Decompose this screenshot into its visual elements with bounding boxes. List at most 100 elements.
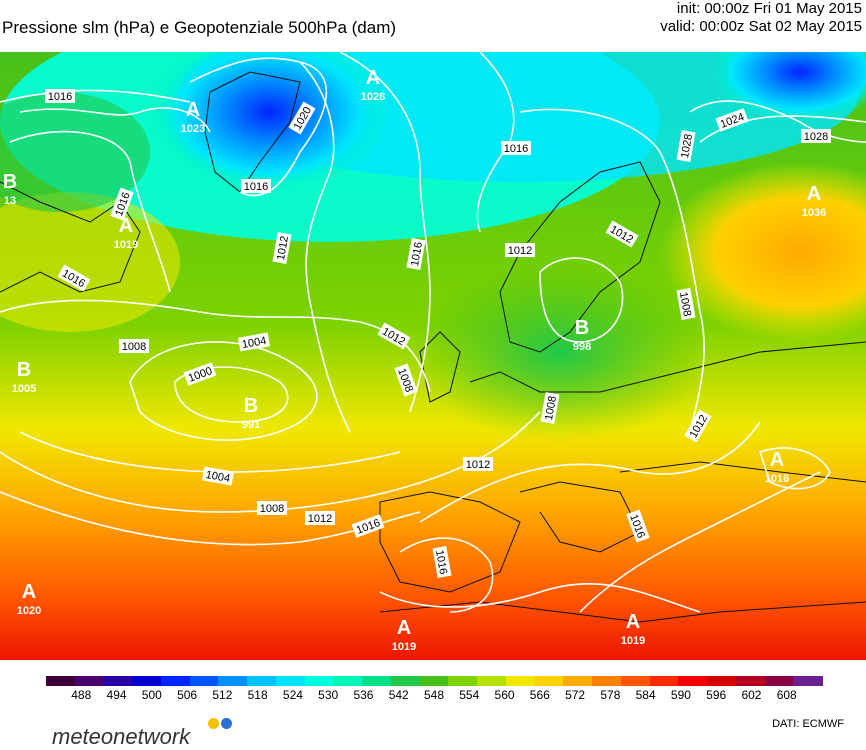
scale-tick-label: 488 (71, 688, 92, 702)
data-source: DATI: ECMWF (772, 718, 844, 730)
scale-swatch (218, 676, 249, 686)
scale-swatch (448, 676, 479, 686)
center-value: 1019 (621, 635, 645, 647)
brand-text: meteonetwork (52, 724, 191, 749)
scale-swatch (46, 676, 76, 686)
center-value: 1023 (181, 123, 205, 135)
center-letter: A (770, 449, 784, 471)
center-letter: B (575, 317, 589, 339)
yellow-dot-icon (208, 718, 219, 729)
scale-swatch (103, 676, 134, 686)
scale-tick-label: 602 (741, 688, 762, 702)
scale-swatch (419, 676, 450, 686)
scale-swatch (620, 676, 651, 686)
scale-swatch (505, 676, 536, 686)
chart-title: Pressione slm (hPa) e Geopotenziale 500h… (2, 18, 397, 37)
scale-swatch (793, 676, 824, 686)
scale-tick-label: 578 (600, 688, 621, 702)
scale-tick-label: 566 (529, 688, 550, 702)
center-value: 1028 (361, 91, 385, 103)
center-value: 998 (573, 341, 591, 353)
center-letter: A (22, 581, 36, 603)
scale-swatch (477, 676, 508, 686)
center-value: 1019 (114, 239, 138, 251)
center-letter: A (366, 67, 380, 89)
isobar-label: 1012 (508, 245, 532, 257)
isobar-label: 1008 (122, 341, 146, 353)
isobar-label: 1012 (308, 513, 332, 525)
scale-tick-label: 500 (141, 688, 162, 702)
center-letter: A (626, 611, 640, 633)
meteonetwork-logo: meteonetwork (52, 718, 232, 750)
scale-tick-label: 506 (177, 688, 198, 702)
isobar-label: 1012 (466, 459, 490, 471)
scale-swatch (189, 676, 220, 686)
center-value: 13 (4, 195, 16, 207)
scale-tick-label: 494 (106, 688, 127, 702)
color-scale-bar (46, 676, 824, 686)
pressure-centers: A 1028 A 1023 B 13 A 1019 B 1005 B 991 A 1036 B… (3, 67, 826, 653)
init-time: init: 00:00z Fri 01 May 2015 (676, 0, 862, 17)
center-letter: A (397, 617, 411, 639)
scale-swatch (678, 676, 709, 686)
isobar-label: 1016 (48, 91, 72, 103)
scale-tick-label: 524 (282, 688, 303, 702)
scale-tick-label: 518 (247, 688, 268, 702)
weather-map: 1016 1020 1016 1016 1016 1012 1016 1016 … (0, 52, 866, 660)
isobar-label: 1004 (241, 335, 267, 351)
scale-swatch (735, 676, 766, 686)
scale-tick-label: 590 (670, 688, 691, 702)
scale-swatch (362, 676, 393, 686)
scale-tick-label: 608 (776, 688, 797, 702)
scale-swatch (764, 676, 795, 686)
scale-tick-label: 536 (353, 688, 374, 702)
center-value: 991 (242, 419, 260, 431)
scale-tick-label: 596 (706, 688, 727, 702)
scale-swatch (707, 676, 738, 686)
scale-tick-label: 542 (388, 688, 409, 702)
coastlines (0, 71, 866, 623)
center-letter: B (17, 359, 31, 381)
scale-swatch (563, 676, 594, 686)
center-value: 1005 (12, 383, 36, 395)
scale-swatch (74, 676, 105, 686)
isobar-label: 1012 (275, 235, 291, 261)
center-letter: A (119, 215, 133, 237)
scale-swatch (247, 676, 278, 686)
scale-swatch (390, 676, 421, 686)
isobar-label: 1008 (677, 291, 693, 317)
isobar-label: 1004 (205, 469, 231, 485)
scale-tick-label: 584 (635, 688, 656, 702)
isobar-label: 1016 (433, 549, 449, 575)
scale-swatch (160, 676, 191, 686)
scale-swatch (592, 676, 623, 686)
scale-tick-label: 560 (494, 688, 515, 702)
blue-dot-icon (221, 718, 232, 729)
center-value: 1016 (765, 473, 789, 485)
valid-time: valid: 00:00z Sat 02 May 2015 (660, 18, 862, 35)
scale-swatch (333, 676, 364, 686)
scale-swatch (534, 676, 565, 686)
scale-tick-label: 512 (212, 688, 233, 702)
color-scale-ticks: 488 494 500 506 512 518 524 530 536 542 548 554 560 5… (46, 688, 822, 704)
scale-swatch (649, 676, 680, 686)
scale-swatch (304, 676, 335, 686)
isobar-label: 1008 (260, 503, 284, 515)
scale-tick-label: 554 (459, 688, 480, 702)
center-value: 1019 (392, 641, 416, 653)
center-letter: A (186, 99, 200, 121)
center-value: 1020 (17, 605, 41, 617)
isobar-label: 1008 (543, 395, 559, 421)
isobar-label: 1028 (804, 131, 828, 143)
center-letter: A (807, 183, 821, 205)
center-value: 1036 (802, 207, 826, 219)
isobar-label: 1016 (409, 241, 425, 267)
scale-tick-label: 530 (318, 688, 339, 702)
isobar-label: 1016 (504, 143, 528, 155)
scale-swatch (275, 676, 306, 686)
scale-tick-label: 572 (565, 688, 586, 702)
center-letter: B (3, 171, 17, 193)
isobar-label: 1016 (244, 181, 268, 193)
center-letter: B (244, 395, 258, 417)
scale-tick-label: 548 (423, 688, 445, 702)
